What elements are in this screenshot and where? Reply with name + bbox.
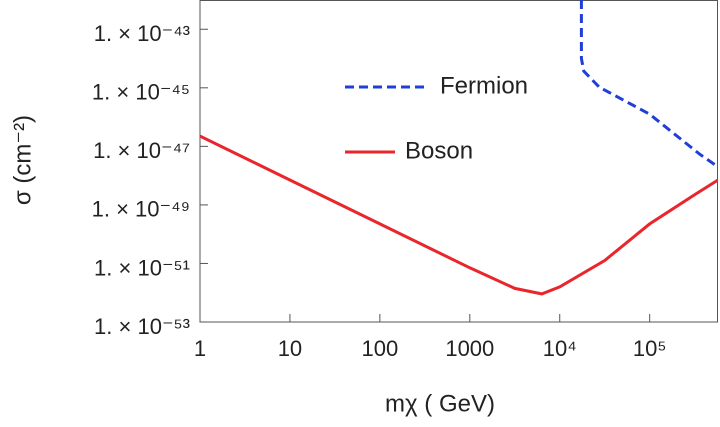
y-tick-label: 1. × 10⁻⁴⁷	[93, 138, 190, 163]
legend-label: Boson	[405, 137, 473, 164]
x-tick-label: 10	[278, 336, 302, 361]
series-line	[579, 0, 718, 169]
y-tick-label: 1. × 10⁻⁵³	[94, 314, 190, 339]
y-tick-label: 1. × 10⁻⁴⁹	[92, 197, 190, 222]
y-tick-label: 1. × 10⁻⁴⁵	[92, 80, 190, 105]
series-line	[200, 134, 718, 296]
x-tick-label: 100	[362, 336, 399, 361]
y-tick-label: 1. × 10⁻⁵¹	[94, 255, 190, 280]
x-tick-label: 10⁵	[633, 336, 667, 361]
y-tick-label: 1. × 10⁻⁴³	[94, 21, 190, 46]
x-tick-label: 10⁴	[543, 336, 577, 361]
x-tick-label: 1	[194, 336, 206, 361]
y-axis-label: σ (cm⁻²)	[9, 115, 36, 205]
x-tick-label: 1000	[445, 336, 494, 361]
plot-frame	[199, 0, 718, 323]
legend-label: Fermion	[440, 72, 528, 99]
x-axis-label: mχ ( GeV)	[385, 390, 495, 417]
